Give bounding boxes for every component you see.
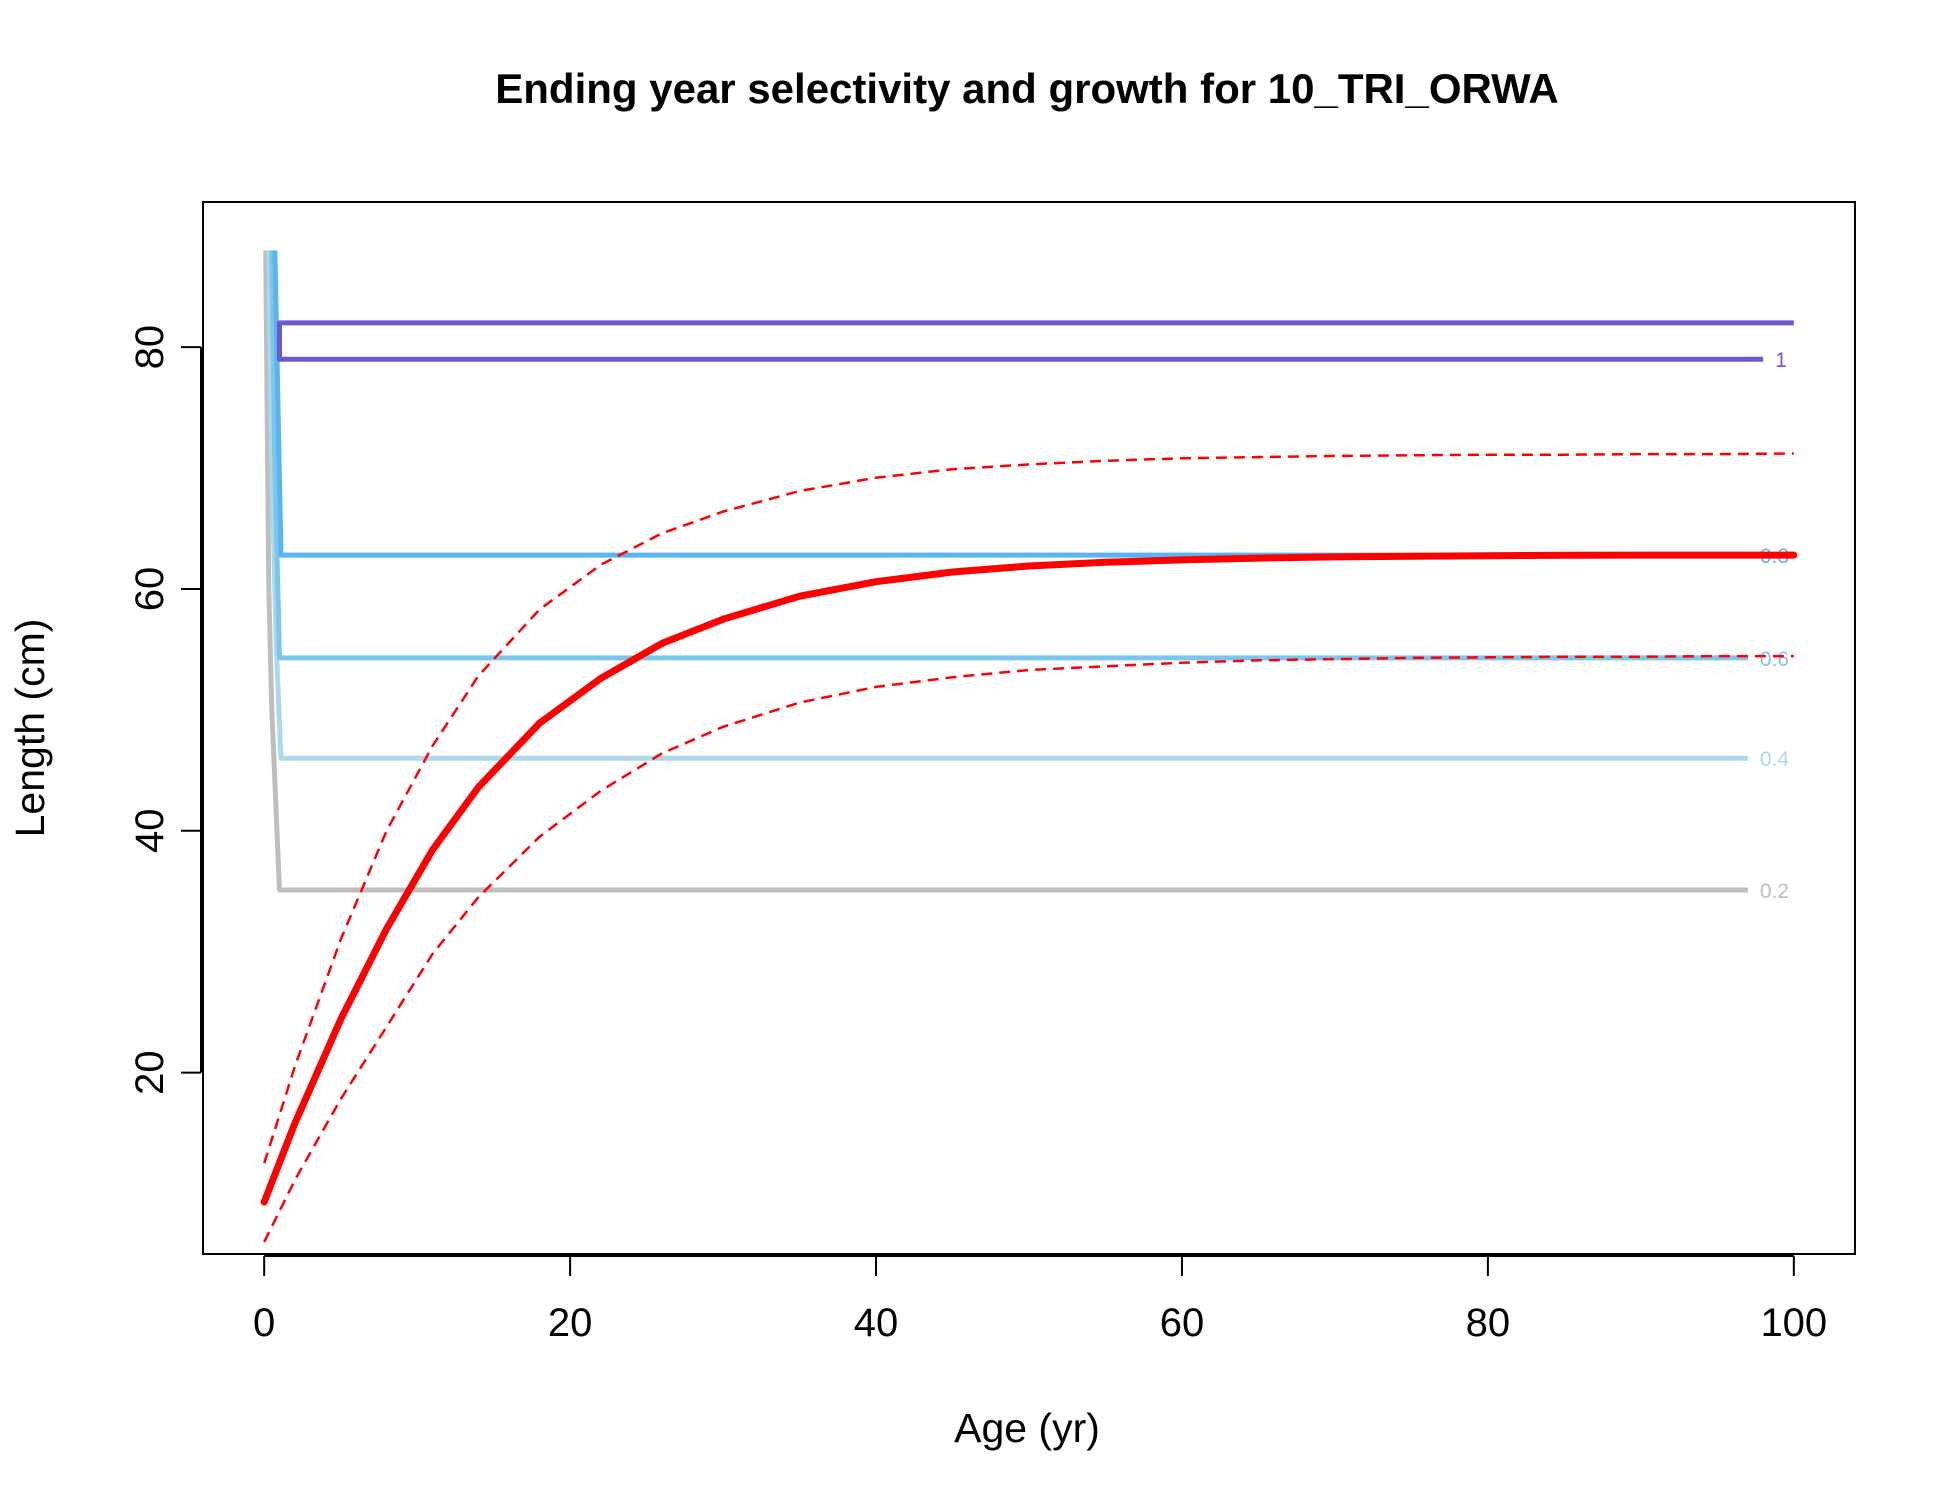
y-tick-label: 60 <box>128 567 172 612</box>
plot-frame <box>202 201 1856 1255</box>
contour-line-0.2 <box>263 250 1748 893</box>
contour-line-0.6 <box>269 250 1748 661</box>
x-axis: 0 20 40 60 80 100 <box>253 1255 1827 1345</box>
growth-lower-interval <box>263 654 1794 1243</box>
contour-line-0.8 <box>272 250 1748 558</box>
x-tick-label: 20 <box>548 1301 593 1345</box>
contour-label-0.4: 0.4 <box>1760 748 1790 771</box>
chart-title: Ending year selectivity and growth for 1… <box>495 65 1558 112</box>
growth-curves <box>260 452 1798 1243</box>
x-axis-label: Age (yr) <box>954 1405 1100 1451</box>
y-axis-label: Length (cm) <box>7 619 53 838</box>
x-tick-label: 100 <box>1760 1301 1827 1345</box>
x-tick-label: 0 <box>253 1301 275 1345</box>
x-tick-label: 40 <box>854 1301 899 1345</box>
y-axis: 20 40 60 80 <box>128 325 202 1095</box>
growth-upper-interval <box>263 452 1794 1164</box>
y-tick-label: 40 <box>128 809 172 854</box>
contour-label-1: 1 <box>1775 349 1787 372</box>
y-tick-label: 20 <box>128 1050 172 1095</box>
contour-line-1 <box>277 320 1794 362</box>
contour-line-0.4 <box>266 250 1748 761</box>
growth-mean-curve <box>260 551 1798 1206</box>
selectivity-contours: 0.20.40.60.81 <box>263 250 1794 903</box>
contour-label-0.2: 0.2 <box>1760 880 1789 903</box>
x-tick-label: 80 <box>1466 1301 1511 1345</box>
contour-label-0.6: 0.6 <box>1760 648 1789 671</box>
x-tick-label: 60 <box>1160 1301 1205 1345</box>
y-tick-label: 80 <box>128 325 172 370</box>
